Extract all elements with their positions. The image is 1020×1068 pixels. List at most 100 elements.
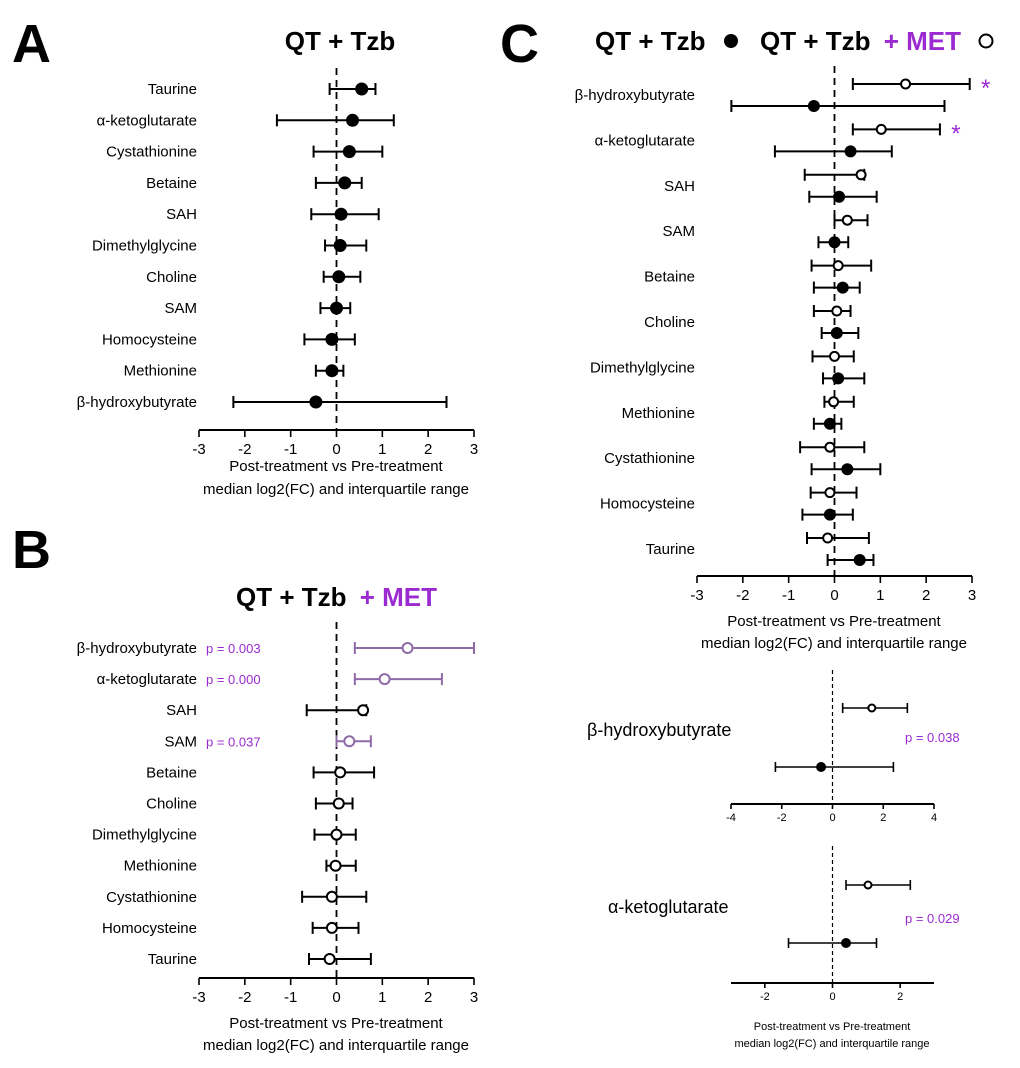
row-3-median bbox=[338, 176, 352, 190]
row-1-ctrl-median bbox=[844, 145, 857, 158]
inset-bhb-pvalue: p = 0.038 bbox=[905, 730, 960, 745]
row-9-median bbox=[325, 921, 338, 934]
row-0-ctrl-median bbox=[807, 100, 820, 112]
x-tick-label: 1 bbox=[378, 441, 386, 458]
category-label: Cystathionine bbox=[604, 450, 695, 467]
x-tick-label: 3 bbox=[968, 587, 976, 604]
category-label: Betaine bbox=[644, 269, 695, 286]
ctrl-median bbox=[841, 938, 852, 948]
row-1-met-median bbox=[875, 123, 887, 135]
panel-c-plot: -3 -2 -1 0 1 2 3 β-hydroxybutyrate * α-ketoglutar… bbox=[575, 66, 990, 604]
category-label: Methionine bbox=[124, 363, 197, 380]
panel-b: B QT + Tzb + MET -3 -2 -1 0 1 2 3 β-hydroxybuty… bbox=[12, 520, 478, 1054]
row-7-median bbox=[329, 859, 342, 872]
panel-b-title: QT + Tzb bbox=[236, 582, 347, 612]
category-label: Dimethylglycine bbox=[92, 238, 197, 255]
category-label: Dimethylglycine bbox=[92, 827, 197, 844]
row-3-met-median bbox=[841, 214, 853, 226]
row-5-ctrl-median bbox=[830, 327, 843, 339]
row-5-median bbox=[333, 239, 347, 252]
category-label: β-hydroxybutyrate bbox=[77, 394, 197, 411]
row-9-met-median bbox=[824, 487, 836, 499]
row-10-met-median bbox=[822, 532, 834, 544]
x-tick-label: 2 bbox=[922, 587, 930, 604]
x-tick-label: -1 bbox=[284, 441, 297, 458]
row-5-median bbox=[332, 797, 345, 810]
row-0-median bbox=[401, 642, 414, 654]
x-tick-label: 0 bbox=[829, 812, 835, 824]
ctrl-median bbox=[816, 762, 827, 772]
inset-akg-label: α-ketoglutarate bbox=[608, 897, 728, 917]
panel-a-letter: A bbox=[12, 14, 51, 74]
row-2-median bbox=[357, 704, 370, 717]
category-label: α-ketoglutarate bbox=[595, 132, 695, 149]
row-2-met-median bbox=[855, 169, 867, 181]
row-7-met-median bbox=[828, 396, 840, 408]
category-label: SAM bbox=[164, 733, 197, 750]
category-label: Methionine bbox=[622, 405, 695, 422]
x-tick-label: -4 bbox=[726, 812, 736, 824]
panel-c-xlabel-line1: Post-treatment vs Pre-treatment bbox=[727, 613, 941, 630]
row-6-median bbox=[330, 828, 343, 841]
significance-star: * bbox=[981, 75, 990, 102]
category-label: β-hydroxybutyrate bbox=[77, 640, 197, 657]
category-label: Choline bbox=[644, 314, 695, 331]
inset-bhb-label: β-hydroxybutyrate bbox=[587, 720, 731, 740]
row-4-median bbox=[334, 766, 347, 779]
row-10-median bbox=[309, 395, 323, 409]
x-tick-label: 0 bbox=[332, 989, 340, 1006]
row-8-met-median bbox=[824, 441, 836, 453]
panel-a: A QT + Tzb -3 -2 -1 0 1 2 3 Taurine α-ketoglutar… bbox=[12, 14, 478, 498]
category-label: Cystathionine bbox=[106, 889, 197, 906]
row-8-ctrl-median bbox=[841, 463, 854, 476]
panel-b-xlabel-line2: median log2(FC) and interquartile range bbox=[203, 1037, 469, 1054]
row-10-ctrl-median bbox=[853, 554, 866, 566]
row-4-median bbox=[334, 207, 348, 221]
panel-a-title: QT + Tzb bbox=[285, 26, 396, 56]
x-tick-label: -1 bbox=[284, 989, 297, 1006]
significance-star: * bbox=[951, 120, 960, 147]
row-1-median bbox=[346, 113, 360, 127]
panel-c: C QT + Tzb QT + Tzb + MET -3 -2 -1 0 1 2 3 β-hy… bbox=[500, 14, 994, 652]
category-label: SAH bbox=[166, 206, 197, 223]
inset-akg-pvalue: p = 0.029 bbox=[905, 911, 960, 926]
category-label: Homocysteine bbox=[102, 331, 197, 348]
met-median bbox=[863, 880, 873, 890]
row-8-median bbox=[325, 332, 339, 346]
category-label: Betaine bbox=[146, 764, 197, 781]
category-label: SAM bbox=[164, 300, 197, 317]
category-label: Choline bbox=[146, 796, 197, 813]
x-tick-label: 4 bbox=[931, 812, 937, 824]
x-tick-label: 2 bbox=[424, 989, 432, 1006]
row-6-ctrl-median bbox=[832, 372, 845, 385]
category-label: SAH bbox=[664, 178, 695, 195]
category-label: SAH bbox=[166, 702, 197, 719]
x-tick-label: -2 bbox=[777, 812, 787, 824]
row-1-median bbox=[378, 673, 391, 686]
p-value-label: p = 0.037 bbox=[206, 734, 261, 749]
row-4-met-median bbox=[832, 260, 844, 272]
x-tick-label: 1 bbox=[876, 587, 884, 604]
x-tick-label: 2 bbox=[424, 441, 432, 458]
category-label: Taurine bbox=[148, 81, 197, 98]
inset-bhb-plot: -4 -2 0 2 4 bbox=[726, 670, 937, 824]
panel-b-title-group: QT + Tzb + MET bbox=[236, 582, 437, 612]
category-label: Homocysteine bbox=[600, 496, 695, 513]
row-3-median bbox=[343, 735, 356, 748]
x-tick-label: -3 bbox=[690, 587, 703, 604]
category-label: Choline bbox=[146, 269, 197, 286]
inset-akg-xlabel-line1: Post-treatment vs Pre-treatment bbox=[754, 1021, 911, 1033]
row-4-ctrl-median bbox=[836, 281, 849, 294]
row-8-median bbox=[325, 890, 338, 903]
row-9-ctrl-median bbox=[823, 508, 836, 521]
panel-b-plot: -3 -2 -1 0 1 2 3 β-hydroxybutyrate p = 0.003 α-ke… bbox=[77, 622, 478, 1006]
row-7-ctrl-median bbox=[823, 417, 836, 430]
p-value-label: p = 0.000 bbox=[206, 672, 261, 687]
category-label: Betaine bbox=[146, 175, 197, 192]
x-tick-label: 0 bbox=[332, 441, 340, 458]
row-9-median bbox=[325, 364, 339, 378]
category-label: Taurine bbox=[148, 951, 197, 968]
category-label: α-ketoglutarate bbox=[97, 671, 197, 688]
panel-c-letter: C bbox=[500, 14, 539, 74]
row-3-ctrl-median bbox=[828, 236, 841, 249]
